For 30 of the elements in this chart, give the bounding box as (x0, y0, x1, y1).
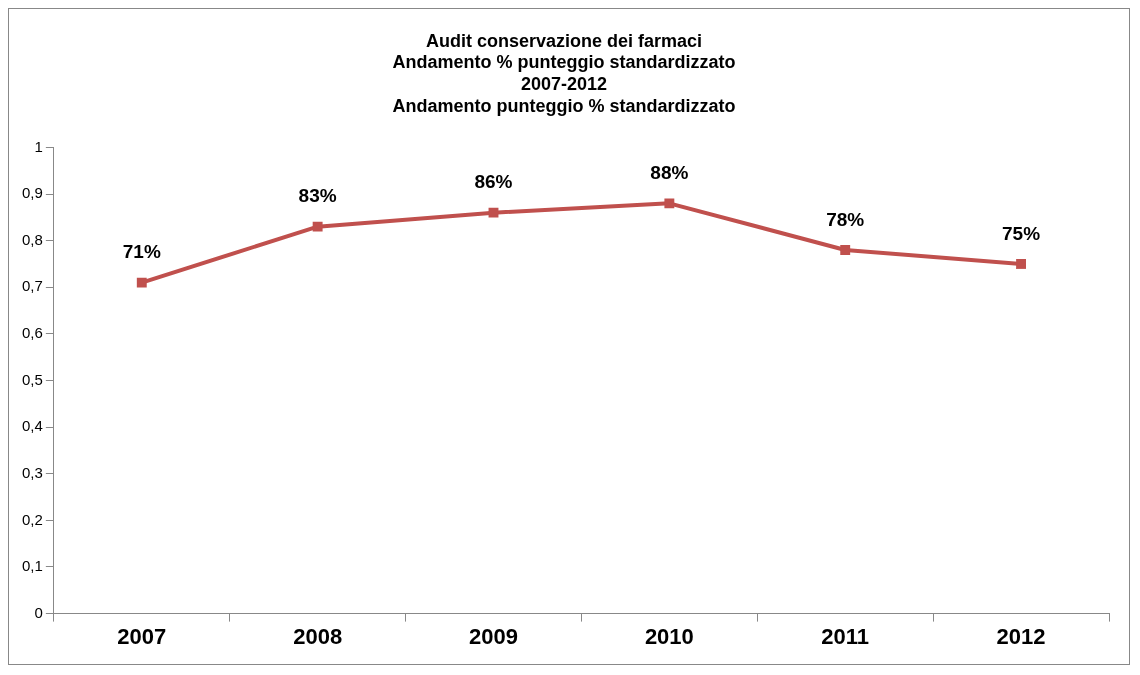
y-tick-label: 0,2 (21, 510, 43, 528)
point (136, 277, 147, 288)
point (664, 198, 675, 209)
data-label: 83% (298, 185, 337, 207)
x-tick-label: 2010 (644, 623, 694, 649)
y-tick-label: 0,7 (21, 277, 43, 295)
data-label: 88% (650, 162, 689, 184)
y-tick-label: 0,8 (21, 230, 43, 248)
y-tick-label: 0,3 (21, 463, 43, 481)
data-label: 86% (474, 171, 513, 193)
data-label: 71% (122, 241, 161, 263)
data-label: 75% (1002, 222, 1041, 244)
x-tick-label: 2012 (996, 623, 1046, 649)
y-tick-label: 0,6 (21, 324, 43, 342)
y-tick-label: 0 (34, 603, 43, 621)
x-tick-label: 2007 (117, 623, 167, 649)
point (1016, 259, 1027, 269)
chart-title: Audit conservazione dei farmaci Andamento % punteggio standardizzato 2007-2012 Andamento punteggio % standardizzato (392, 30, 736, 116)
y-tick-label: 1 (34, 137, 43, 155)
data-label: 78% (826, 208, 865, 230)
x-tick-label: 2008 (293, 623, 343, 649)
x-tick-label: 2009 (469, 623, 518, 649)
point (488, 207, 499, 218)
y-tick-label: 0,1 (21, 557, 43, 575)
x-tick-label: 2011 (821, 623, 870, 649)
point (840, 245, 851, 255)
y-tick-label: 0,4 (21, 417, 43, 435)
y-tick-label: 0,5 (21, 370, 43, 388)
y-tick-label: 0,9 (21, 184, 43, 202)
point (312, 221, 323, 232)
